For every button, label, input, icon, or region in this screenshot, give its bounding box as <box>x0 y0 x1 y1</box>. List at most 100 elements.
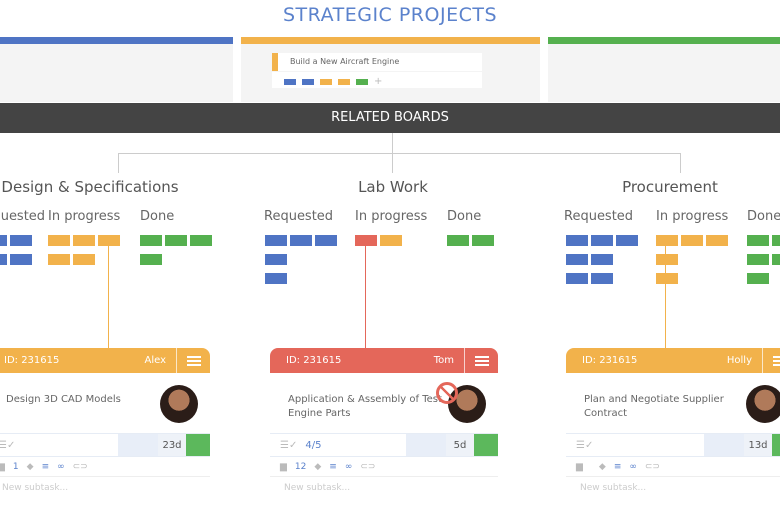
task-chip[interactable] <box>747 254 769 265</box>
task-chip[interactable] <box>165 235 187 246</box>
task-chip[interactable] <box>98 235 120 246</box>
project-bar-orange <box>241 37 540 44</box>
task-chip[interactable] <box>616 235 638 246</box>
checklist[interactable]: ☰✓ <box>0 434 118 456</box>
task-chip[interactable] <box>772 254 780 265</box>
task-chip[interactable] <box>265 273 287 284</box>
description-icon[interactable]: ≡ <box>613 461 622 472</box>
task-chip[interactable] <box>190 235 212 246</box>
chip[interactable] <box>302 78 314 85</box>
task-chip[interactable] <box>566 235 588 246</box>
task-chip[interactable] <box>355 235 377 246</box>
task-chip[interactable] <box>656 273 678 284</box>
task-chip[interactable] <box>591 254 613 265</box>
task-card[interactable]: ID: 231615 Tom Application & Assembly of T… <box>270 348 498 493</box>
task-chip[interactable] <box>681 235 703 246</box>
task-card[interactable]: ID: 231615 Holly Plan and Negotiate Suppli… <box>566 348 780 493</box>
task-chip[interactable] <box>10 235 32 246</box>
description-icon[interactable]: ≡ <box>329 461 337 472</box>
progress-cell <box>406 434 446 456</box>
column-header: Done <box>447 209 482 224</box>
link-icon[interactable]: ∞ <box>344 461 353 472</box>
connector-line <box>665 246 666 348</box>
board-title[interactable]: Procurement <box>622 178 718 196</box>
task-chip[interactable] <box>747 235 769 246</box>
task-chip[interactable] <box>48 235 70 246</box>
task-card[interactable]: ID: 231615 Alex Design 3D CAD Models ☰✓ 23d ▆… <box>0 348 210 493</box>
task-chip[interactable] <box>747 273 769 284</box>
task-chip[interactable] <box>566 254 588 265</box>
checklist[interactable]: ☰✓ <box>566 434 704 456</box>
status-color <box>772 434 780 456</box>
tag-icon[interactable]: ◆ <box>598 461 606 472</box>
chip[interactable] <box>284 78 296 85</box>
tree-line <box>118 153 681 154</box>
checklist[interactable]: ☰✓ 4/5 <box>270 434 406 456</box>
menu-icon[interactable] <box>762 348 780 373</box>
task-chip[interactable] <box>591 235 613 246</box>
description-icon[interactable]: ≡ <box>41 461 50 472</box>
comment-count: 1 <box>12 461 19 472</box>
card-stats: ☰✓ 4/5 5d <box>270 433 498 457</box>
card-stats: ☰✓ 23d <box>0 433 210 457</box>
chip[interactable] <box>338 78 350 85</box>
new-subtask-input[interactable]: New subtask... <box>284 483 351 493</box>
board-title[interactable]: Lab Work <box>358 178 428 196</box>
chip[interactable] <box>356 78 368 85</box>
attachment-icon[interactable]: ⊂⊃ <box>72 461 88 472</box>
task-chip[interactable] <box>380 235 402 246</box>
status-color <box>474 434 498 456</box>
task-chip[interactable] <box>656 235 678 246</box>
menu-icon[interactable] <box>176 348 210 373</box>
comment-icon[interactable]: ▆ <box>0 461 5 472</box>
task-chip[interactable] <box>472 235 494 246</box>
task-chip[interactable] <box>265 235 287 246</box>
task-chip[interactable] <box>0 235 7 246</box>
comment-icon[interactable]: ▆ <box>576 461 583 472</box>
project-card[interactable]: Build a New Aircraft Engine <box>272 53 482 71</box>
attachment-icon[interactable]: ⊂⊃ <box>644 461 660 472</box>
task-chip[interactable] <box>140 235 162 246</box>
task-chip[interactable] <box>0 254 7 265</box>
task-chip[interactable] <box>772 235 780 246</box>
task-chip[interactable] <box>656 254 678 265</box>
tree-line <box>680 153 681 173</box>
connector-line <box>365 246 366 348</box>
task-chip[interactable] <box>706 235 728 246</box>
chip[interactable] <box>320 78 332 85</box>
task-chip[interactable] <box>566 273 588 284</box>
task-chip[interactable] <box>48 254 70 265</box>
new-subtask-input[interactable]: New subtask... <box>2 483 69 493</box>
link-icon[interactable]: ∞ <box>629 461 637 472</box>
column-header: Requested <box>564 209 634 224</box>
menu-icon[interactable] <box>464 348 498 373</box>
task-chip[interactable] <box>73 235 95 246</box>
link-icon[interactable]: ∞ <box>57 461 65 472</box>
task-chip[interactable] <box>290 235 312 246</box>
days-remaining: 13d <box>744 434 772 456</box>
add-chip-button[interactable]: + <box>374 76 383 87</box>
progress-cell <box>118 434 158 456</box>
attachment-icon[interactable]: ⊂⊃ <box>360 461 376 472</box>
task-chip[interactable] <box>591 273 613 284</box>
comment-icon[interactable]: ▆ <box>280 461 287 472</box>
card-body: Plan and Negotiate Supplier Contract <box>566 373 780 433</box>
task-chip[interactable] <box>140 254 162 265</box>
card-body: Application & Assembly of Test Engine Pa… <box>270 373 498 433</box>
task-chip[interactable] <box>73 254 95 265</box>
card-owner: Holly <box>726 355 752 366</box>
tree-line <box>392 133 393 153</box>
column-header: In progress <box>48 209 121 224</box>
tag-icon[interactable]: ◆ <box>314 461 322 472</box>
card-task-title: Plan and Negotiate Supplier Contract <box>584 394 724 419</box>
card-header: ID: 231615 Holly <box>566 348 780 373</box>
card-actions: ▆ ◆ ≡ ∞ ⊂⊃ <box>566 457 780 477</box>
task-chip[interactable] <box>447 235 469 246</box>
tag-icon[interactable]: ◆ <box>26 461 34 472</box>
new-subtask-input[interactable]: New subtask... <box>580 483 647 493</box>
task-chip[interactable] <box>315 235 337 246</box>
board-title[interactable]: Design & Specifications <box>1 178 179 196</box>
task-chip[interactable] <box>10 254 32 265</box>
task-chip[interactable] <box>265 254 287 265</box>
avatar <box>160 385 198 423</box>
